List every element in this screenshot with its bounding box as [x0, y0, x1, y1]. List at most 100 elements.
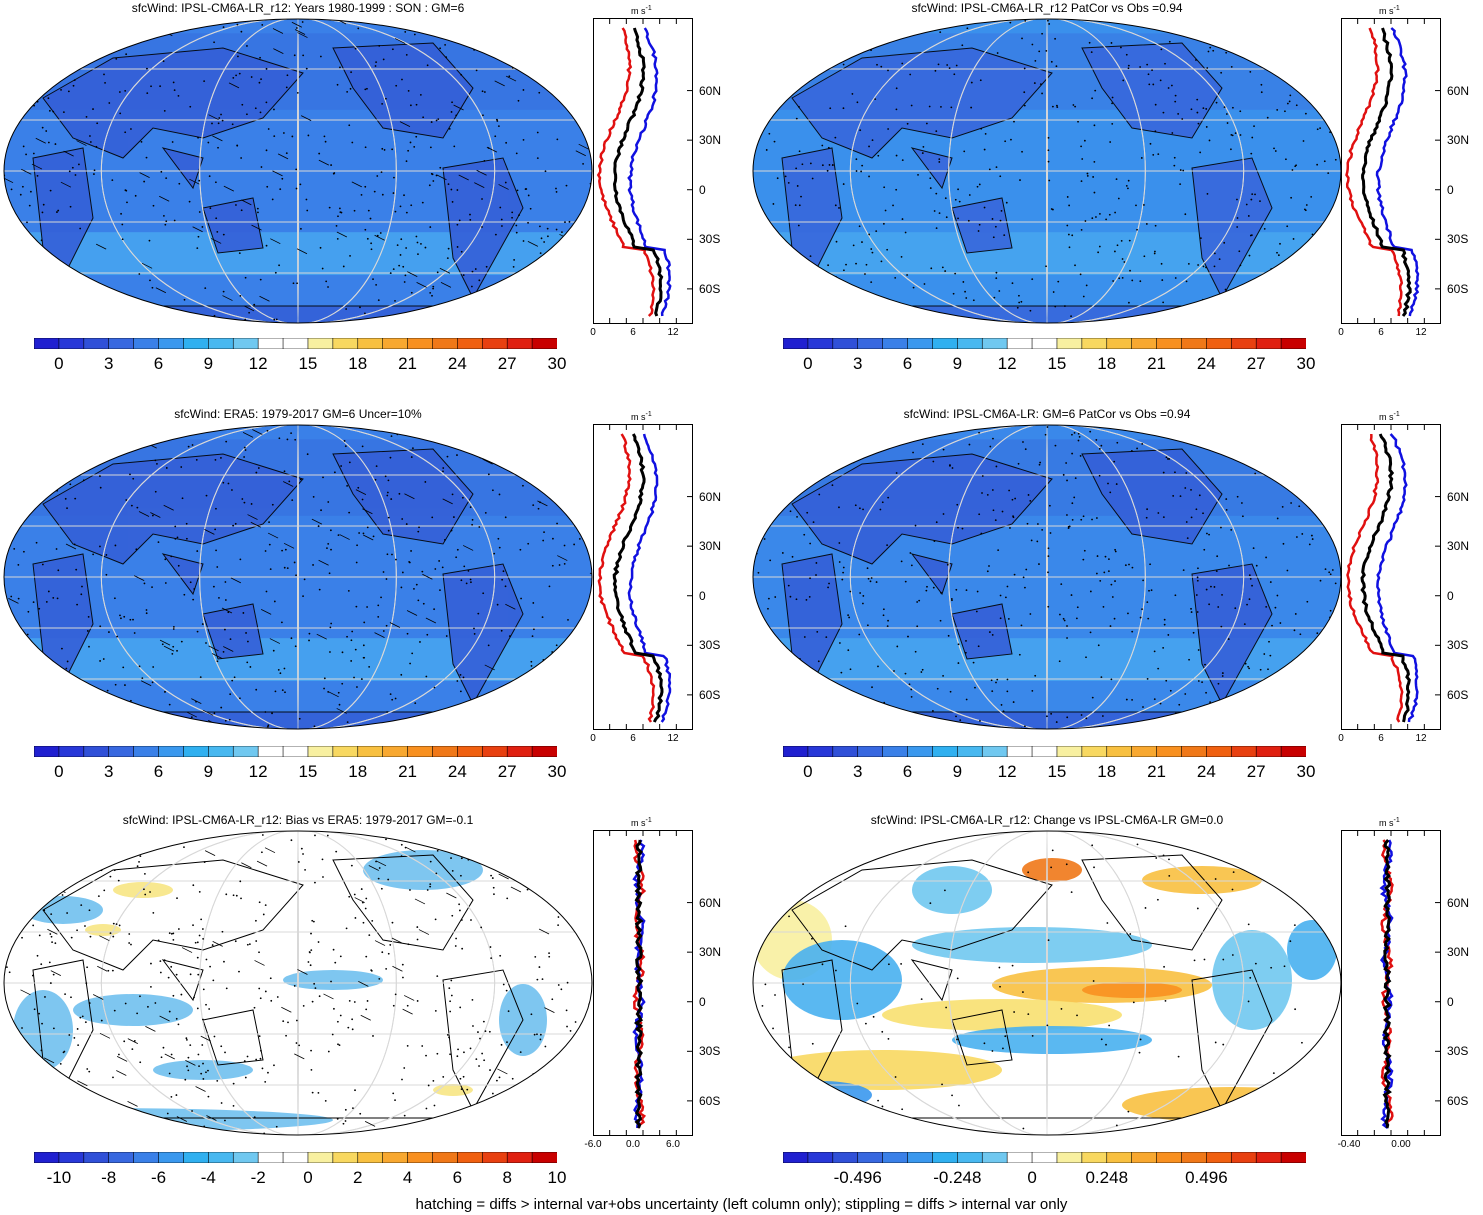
colorbar-swatch — [407, 1152, 434, 1163]
colorbar-swatch — [108, 1152, 135, 1163]
colorbar-swatch — [457, 746, 484, 757]
colorbar-swatch — [282, 746, 309, 757]
colorbar-swatch — [932, 1152, 959, 1163]
robinson-map — [752, 424, 1342, 730]
colorbar-swatch — [357, 1152, 384, 1163]
colorbar-label: 0 — [303, 1168, 313, 1187]
colorbar-label: 30 — [547, 762, 567, 781]
latitude-label: 60N — [1447, 489, 1470, 504]
colorbar-swatch — [932, 746, 959, 757]
colorbar-swatch — [382, 338, 409, 349]
colorbar-swatch — [1181, 1152, 1208, 1163]
profile-tick-label: 0.00 — [1391, 1139, 1411, 1150]
colorbar-label: 9 — [203, 762, 214, 781]
profile-tick-label: 12 — [1415, 733, 1427, 744]
colorbar-swatch — [432, 1152, 459, 1163]
colorbar-label: 30 — [1296, 354, 1316, 373]
colorbar-swatch — [133, 338, 160, 349]
colorbar-label: 18 — [348, 354, 368, 373]
colorbar — [34, 746, 557, 757]
colorbar-swatch — [158, 746, 185, 757]
colorbar-swatch — [957, 1152, 984, 1163]
unit-label: m s-1 — [631, 411, 652, 422]
colorbar-swatch — [531, 1152, 557, 1163]
colorbar-swatch — [108, 338, 135, 349]
robinson-map — [3, 18, 593, 324]
colorbar-label: 6 — [153, 762, 164, 781]
profile-tick-label: 6 — [1378, 733, 1384, 744]
colorbar-swatch — [882, 1152, 909, 1163]
colorbar-label: 21 — [398, 762, 418, 781]
colorbar-swatch — [907, 746, 934, 757]
colorbar-label: 0 — [1027, 1168, 1037, 1187]
colorbar-swatch — [83, 338, 110, 349]
colorbar-swatch — [1006, 338, 1033, 349]
profile-tick-label: 6 — [630, 733, 636, 744]
latitude-label: 60S — [1447, 687, 1469, 702]
colorbar-swatch — [457, 338, 484, 349]
profile-tick-label: 0 — [590, 327, 596, 338]
colorbar-swatch — [1006, 1152, 1033, 1163]
colorbar-label: 10 — [547, 1168, 567, 1187]
colorbar-swatch — [1031, 746, 1058, 757]
colorbar-swatch — [481, 338, 508, 349]
colorbar-label: 0 — [54, 762, 64, 781]
colorbar-swatch — [1081, 746, 1108, 757]
colorbar-swatch — [882, 338, 909, 349]
colorbar-label: 24 — [447, 354, 467, 373]
colorbar-swatch — [783, 746, 809, 757]
profile-tick-label: 0 — [1338, 733, 1344, 744]
colorbar-swatch — [481, 746, 508, 757]
latitude-label: 30S — [1447, 232, 1469, 247]
colorbar-swatch — [332, 1152, 359, 1163]
colorbar-swatch — [332, 746, 359, 757]
colorbar-swatch — [981, 1152, 1008, 1163]
colorbar-swatch — [1156, 338, 1183, 349]
latitude-label: 30N — [1447, 133, 1470, 148]
panel-title: sfcWind: IPSL-CM6A-LR_r12: Change vs IPS… — [870, 813, 1224, 827]
footnote: hatching = diffs > internal var+obs unce… — [415, 1196, 1068, 1213]
colorbar-swatch — [1131, 746, 1158, 757]
colorbar-swatch — [332, 338, 359, 349]
colorbar-label: 0.248 — [1085, 1168, 1129, 1187]
colorbar-swatch — [208, 338, 235, 349]
colorbar-swatch — [832, 1152, 859, 1163]
colorbar-label: 6 — [902, 354, 913, 373]
colorbar-swatch — [531, 746, 557, 757]
colorbar-swatch — [981, 746, 1008, 757]
colorbar-swatch — [158, 338, 185, 349]
colorbar-label: 30 — [1296, 762, 1316, 781]
colorbar-swatch — [282, 338, 309, 349]
colorbar-swatch — [282, 1152, 309, 1163]
colorbar-swatch — [957, 746, 984, 757]
colorbar-label: -10 — [46, 1168, 72, 1187]
colorbar-swatch — [457, 1152, 484, 1163]
colorbar-label: 4 — [402, 1168, 413, 1187]
colorbar-swatch — [133, 746, 160, 757]
latitude-label: 0 — [699, 588, 706, 603]
colorbar-label: 15 — [1047, 762, 1067, 781]
colorbar-swatch — [1056, 338, 1083, 349]
latitude-label: 60N — [699, 895, 722, 910]
colorbar-label: 15 — [298, 354, 318, 373]
colorbar-swatch — [133, 1152, 160, 1163]
colorbar-swatch — [1031, 338, 1058, 349]
colorbar-label: 27 — [497, 762, 517, 781]
latitude-label: 60N — [1447, 895, 1470, 910]
profile-tick-label: 0.0 — [626, 1139, 640, 1150]
colorbar-swatch — [857, 338, 884, 349]
colorbar-label: 18 — [1097, 354, 1117, 373]
profile-tick-label: -6.0 — [584, 1139, 602, 1150]
panel-title: sfcWind: ERA5: 1979-2017 GM=6 Uncer=10% — [174, 407, 422, 421]
latitude-label: 60N — [699, 83, 722, 98]
colorbar-swatch — [58, 746, 85, 757]
colorbar-label: 8 — [502, 1168, 512, 1187]
colorbar-label: 3 — [852, 762, 863, 781]
colorbar-swatch — [307, 746, 334, 757]
colorbar — [783, 338, 1306, 349]
zonal-mean-profile — [593, 18, 693, 324]
latitude-label: 0 — [699, 182, 706, 197]
profile-tick-label: 12 — [1415, 327, 1427, 338]
colorbar-swatch — [1181, 338, 1208, 349]
colorbar-swatch — [1181, 746, 1208, 757]
